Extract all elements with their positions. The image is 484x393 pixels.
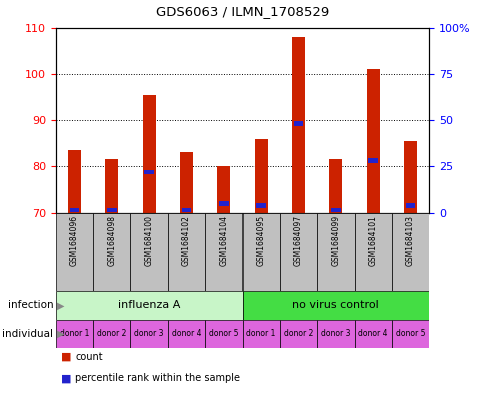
Text: GSM1684099: GSM1684099 [331, 215, 340, 266]
Text: GSM1684095: GSM1684095 [256, 215, 265, 266]
Bar [218, 201, 228, 206]
Text: ▶: ▶ [57, 329, 64, 339]
Bar [366, 69, 379, 213]
Bar [144, 169, 154, 174]
Bar [130, 320, 167, 348]
Bar [56, 213, 93, 291]
Bar [279, 213, 317, 291]
Text: influenza A: influenza A [118, 300, 180, 310]
Bar [106, 208, 117, 212]
Bar [205, 320, 242, 348]
Text: ▶: ▶ [57, 300, 64, 310]
Text: ■: ■ [60, 352, 71, 362]
Text: GSM1684100: GSM1684100 [144, 215, 153, 266]
Bar [69, 208, 79, 212]
Text: donor 4: donor 4 [358, 329, 387, 338]
Text: GSM1684098: GSM1684098 [107, 215, 116, 266]
Bar [329, 160, 342, 213]
Bar [391, 320, 428, 348]
Bar [217, 166, 230, 213]
Bar [317, 213, 354, 291]
Text: GSM1684102: GSM1684102 [182, 215, 191, 266]
Bar [105, 160, 118, 213]
Bar [291, 37, 304, 213]
Bar [405, 203, 415, 208]
Bar [167, 320, 205, 348]
Text: donor 4: donor 4 [171, 329, 201, 338]
Text: percentile rank within the sample: percentile rank within the sample [75, 373, 240, 383]
Bar [317, 320, 354, 348]
Text: GDS6063 / ILMN_1708529: GDS6063 / ILMN_1708529 [155, 6, 329, 18]
Text: donor 3: donor 3 [320, 329, 350, 338]
Bar [367, 158, 378, 163]
Bar [391, 213, 428, 291]
Bar [354, 320, 391, 348]
Text: donor 1: donor 1 [60, 329, 89, 338]
Bar [205, 213, 242, 291]
Bar [93, 213, 130, 291]
Bar [167, 213, 205, 291]
Text: individual: individual [2, 329, 53, 339]
Bar [180, 152, 193, 213]
Text: GSM1684103: GSM1684103 [405, 215, 414, 266]
Bar [256, 203, 266, 208]
Text: ■: ■ [60, 373, 71, 383]
Text: infection: infection [8, 300, 53, 310]
Bar [279, 320, 317, 348]
Text: GSM1684097: GSM1684097 [293, 215, 302, 266]
Text: donor 2: donor 2 [97, 329, 126, 338]
Bar [242, 320, 279, 348]
Bar [254, 139, 267, 213]
Bar [354, 213, 391, 291]
Bar [142, 95, 155, 213]
Bar [68, 150, 81, 213]
Bar [130, 213, 167, 291]
Bar [56, 320, 93, 348]
Bar [56, 291, 242, 320]
Bar [242, 213, 279, 291]
Bar [242, 291, 428, 320]
Text: no virus control: no virus control [292, 300, 378, 310]
Text: GSM1684101: GSM1684101 [368, 215, 377, 266]
Text: donor 2: donor 2 [283, 329, 313, 338]
Bar [403, 141, 416, 213]
Text: count: count [75, 352, 103, 362]
Bar [181, 208, 191, 212]
Text: donor 5: donor 5 [395, 329, 424, 338]
Text: GSM1684096: GSM1684096 [70, 215, 79, 266]
Text: donor 1: donor 1 [246, 329, 275, 338]
Bar [293, 121, 303, 126]
Bar [93, 320, 130, 348]
Text: donor 5: donor 5 [209, 329, 238, 338]
Text: donor 3: donor 3 [134, 329, 164, 338]
Bar [330, 208, 340, 212]
Text: GSM1684104: GSM1684104 [219, 215, 228, 266]
